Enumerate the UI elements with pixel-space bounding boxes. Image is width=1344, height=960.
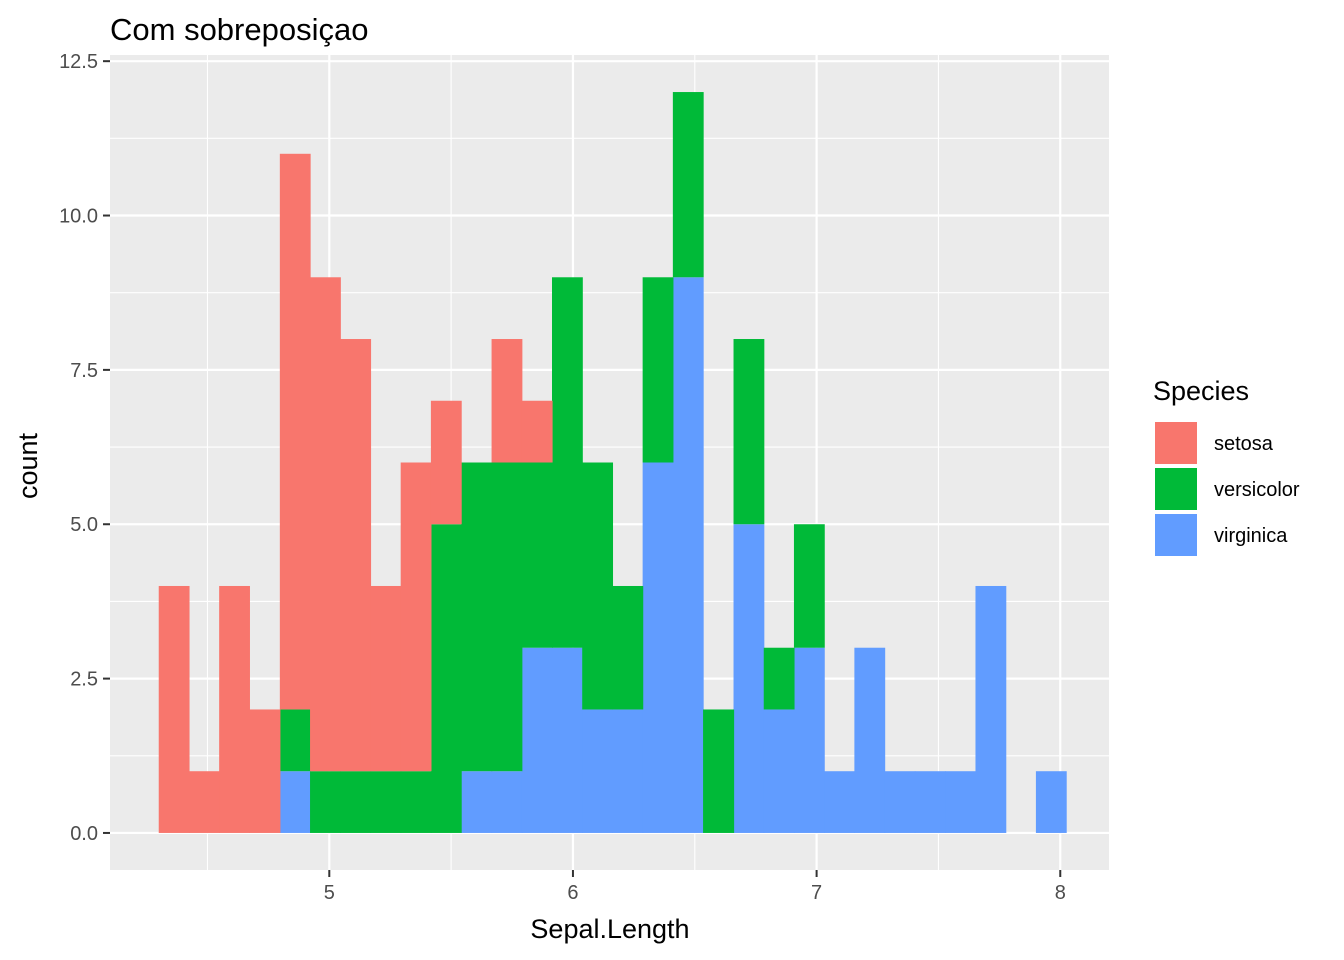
y-axis-title: count (13, 432, 43, 499)
bar-virginica (945, 771, 977, 833)
bar-setosa (158, 585, 190, 833)
bar-versicolor (672, 92, 704, 278)
bar-virginica (733, 524, 765, 833)
y-tick-label: 12.5 (59, 51, 98, 73)
bar-versicolor (340, 771, 372, 833)
bar-versicolor (370, 771, 402, 833)
bar-virginica (854, 647, 886, 833)
bar-versicolor (551, 277, 583, 648)
bar-virginica (582, 709, 614, 833)
bar-virginica (763, 709, 795, 833)
bar-virginica (1035, 771, 1067, 833)
bar-versicolor (279, 709, 311, 772)
y-axis: 0.0 2.5 5.0 7.5 10.0 12.5 (59, 51, 110, 845)
legend-swatch-setosa (1155, 422, 1197, 464)
bar-virginica (612, 709, 644, 833)
legend: Species setosa versicolor virginica (1153, 376, 1300, 556)
bar-versicolor (310, 771, 341, 833)
y-tick-label: 10.0 (59, 206, 98, 228)
bar-setosa (219, 585, 250, 833)
bar-virginica (461, 771, 493, 833)
bar-virginica (491, 771, 523, 833)
x-tick-label: 6 (567, 882, 578, 904)
bar-setosa (249, 709, 281, 833)
x-axis: 5 6 7 8 (324, 870, 1066, 904)
bar-virginica (521, 647, 553, 833)
bar-versicolor (491, 462, 523, 772)
bar-virginica (672, 277, 704, 833)
bar-versicolor (612, 585, 644, 710)
bar-setosa (279, 153, 311, 710)
bar-virginica (975, 585, 1007, 833)
bar-virginica (914, 771, 946, 833)
y-tick-label: 5.0 (70, 514, 98, 536)
bar-virginica (279, 771, 311, 833)
bar-virginica (551, 647, 583, 833)
bar-versicolor (642, 277, 674, 463)
legend-title: Species (1153, 376, 1249, 406)
bar-versicolor (763, 647, 795, 710)
histogram-bars (158, 92, 1067, 833)
bar-setosa (310, 277, 341, 772)
bar-versicolor (703, 709, 735, 833)
y-tick-label: 7.5 (70, 360, 98, 382)
bar-versicolor (461, 462, 493, 772)
bar-versicolor (793, 524, 825, 648)
x-tick-label: 5 (324, 882, 335, 904)
bar-setosa (340, 339, 372, 772)
y-tick-label: 2.5 (70, 669, 98, 691)
bar-versicolor (400, 771, 432, 833)
bar-virginica (884, 771, 916, 833)
bar-setosa (370, 585, 402, 772)
bar-versicolor (430, 524, 462, 833)
bar-setosa (491, 339, 523, 463)
bar-setosa (188, 771, 220, 833)
bar-versicolor (582, 462, 614, 710)
legend-swatch-virginica (1155, 514, 1197, 556)
x-axis-title: Sepal.Length (530, 914, 689, 944)
bar-versicolor (733, 339, 765, 525)
bar-setosa (430, 400, 462, 525)
legend-label-setosa: setosa (1214, 433, 1274, 455)
legend-label-versicolor: versicolor (1214, 479, 1300, 501)
y-tick-label: 0.0 (70, 823, 98, 845)
bar-versicolor (521, 462, 553, 648)
legend-swatch-versicolor (1155, 468, 1197, 510)
bar-virginica (793, 647, 825, 833)
bar-virginica (824, 771, 855, 833)
chart-title: Com sobreposiçao (110, 12, 368, 47)
bar-virginica (642, 462, 674, 833)
bar-setosa (521, 400, 553, 463)
x-tick-label: 8 (1055, 882, 1066, 904)
bar-setosa (400, 462, 432, 772)
x-tick-label: 7 (811, 882, 822, 904)
legend-label-virginica: virginica (1214, 525, 1288, 547)
